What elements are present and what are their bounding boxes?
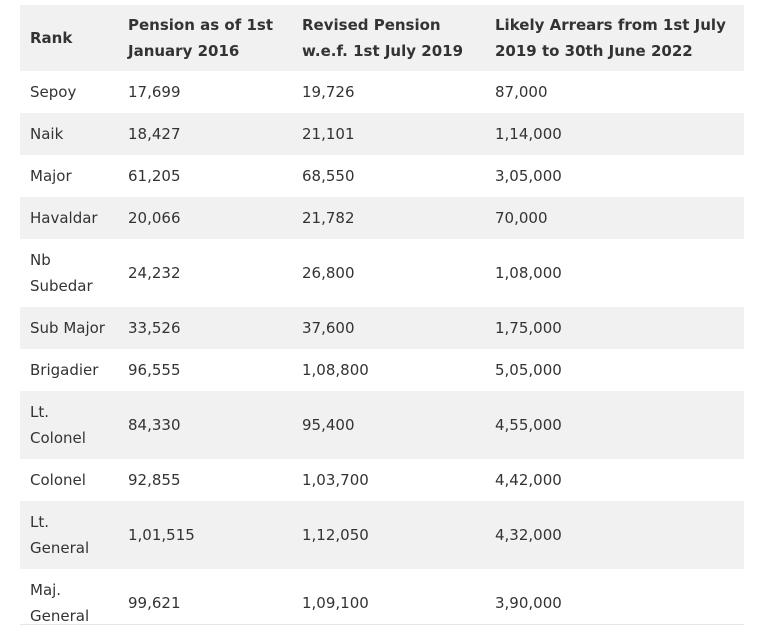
value-cell: 61,205: [128, 167, 181, 185]
value-cell: 1,08,800: [302, 361, 369, 379]
rank-cell: Colonel: [30, 471, 86, 489]
value-cell: 84,330: [118, 391, 292, 459]
value-cell: 96,555: [128, 361, 181, 379]
table-row: Naik 18,427 21,101 1,14,000: [20, 113, 744, 155]
table-head: Rank Pension as of 1st January 2016 Revise…: [20, 5, 744, 71]
value-cell: 21,782: [292, 197, 485, 239]
rank-cell: Naik: [20, 113, 118, 155]
rank-cell: Sepoy: [30, 83, 77, 101]
bottom-rule: [20, 624, 744, 625]
value-cell: 1,08,000: [495, 264, 562, 282]
value-cell: 4,32,000: [485, 501, 744, 569]
header-row: Rank Pension as of 1st January 2016 Revise…: [20, 5, 744, 71]
value-cell: 3,05,000: [495, 167, 562, 185]
header-cell: Likely Arrears from 1st July 2019 to 30t…: [485, 5, 744, 71]
table-body: Sepoy 17,699 19,726 87,000 Naik 18,427 21,101 1…: [20, 71, 744, 637]
header-cell: Revised Pension w.e.f. 1st July 2019: [292, 5, 485, 71]
value-cell: 68,550: [302, 167, 355, 185]
value-cell: 33,526: [118, 307, 292, 349]
rank-cell: Lt. Colonel: [20, 391, 118, 459]
value-cell: 24,232: [128, 264, 181, 282]
value-cell: 26,800: [302, 264, 355, 282]
pension-table: Rank Pension as of 1st January 2016 Revise…: [20, 5, 744, 637]
table-row: Nb Subedar 24,232 26,800 1,08,000: [20, 239, 744, 307]
value-cell: 1,09,100: [302, 594, 369, 612]
table-row: Lt. Colonel 84,330 95,400 4,55,000: [20, 391, 744, 459]
value-cell: 19,726: [302, 83, 355, 101]
value-cell: 20,066: [118, 197, 292, 239]
value-cell: 1,14,000: [485, 113, 744, 155]
rank-cell: Nb Subedar: [30, 251, 93, 295]
value-cell: 18,427: [118, 113, 292, 155]
rank-cell: Havaldar: [20, 197, 118, 239]
header-cell: Pension as of 1st January 2016: [118, 5, 292, 71]
table-row: Major 61,205 68,550 3,05,000: [20, 155, 744, 197]
value-cell: 92,855: [128, 471, 181, 489]
value-cell: 70,000: [485, 197, 744, 239]
value-cell: 5,05,000: [495, 361, 562, 379]
value-cell: 1,03,700: [302, 471, 369, 489]
rank-cell: Lt. General: [20, 501, 118, 569]
value-cell: 4,55,000: [485, 391, 744, 459]
table-row: Colonel 92,855 1,03,700 4,42,000: [20, 459, 744, 501]
table-row: Havaldar 20,066 21,782 70,000: [20, 197, 744, 239]
table-row: Brigadier 96,555 1,08,800 5,05,000: [20, 349, 744, 391]
table-row: Sub Major 33,526 37,600 1,75,000: [20, 307, 744, 349]
rank-cell: Brigadier: [30, 361, 99, 379]
value-cell: 95,400: [292, 391, 485, 459]
rank-cell: Sub Major: [20, 307, 118, 349]
value-cell: 1,75,000: [485, 307, 744, 349]
value-cell: 17,699: [128, 83, 181, 101]
table-row: Maj. General 99,621 1,09,100 3,90,000: [20, 569, 744, 637]
value-cell: 4,42,000: [495, 471, 562, 489]
value-cell: 1,12,050: [292, 501, 485, 569]
value-cell: 3,90,000: [495, 594, 562, 612]
value-cell: 87,000: [495, 83, 548, 101]
value-cell: 37,600: [292, 307, 485, 349]
rank-cell: Maj. General: [30, 581, 90, 625]
value-cell: 1,01,515: [118, 501, 292, 569]
table-row: Lt. General 1,01,515 1,12,050 4,32,000: [20, 501, 744, 569]
value-cell: 21,101: [292, 113, 485, 155]
rank-cell: Major: [30, 167, 72, 185]
table-row: Sepoy 17,699 19,726 87,000: [20, 71, 744, 113]
header-cell: Rank: [20, 5, 118, 71]
value-cell: 99,621: [128, 594, 181, 612]
